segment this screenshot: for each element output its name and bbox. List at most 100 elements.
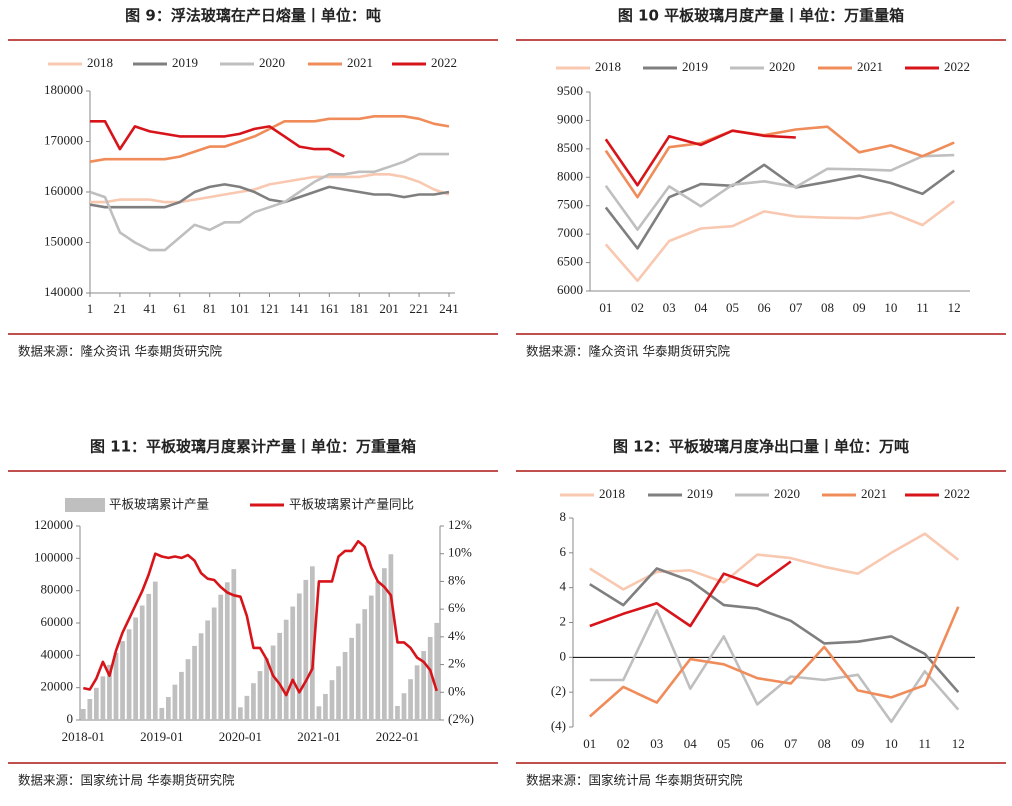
- x-tick-label: 141: [290, 301, 310, 316]
- bar: [421, 651, 426, 720]
- bar: [368, 595, 374, 720]
- bar: [329, 680, 335, 720]
- chart-title: 图 9：浮法玻璃在产日熔量丨单位：吨: [125, 7, 381, 25]
- y-tick-label: 7500: [557, 197, 583, 212]
- bar: [414, 665, 420, 720]
- x-tick-label: 2018-01: [62, 729, 105, 744]
- x-tick-label: 09: [851, 736, 864, 751]
- bar: [224, 582, 230, 720]
- x-tick-label: 08: [821, 300, 834, 315]
- x-tick-label: 01: [583, 736, 596, 751]
- x-tick-label: 11: [916, 300, 929, 315]
- y-tick-label: 9500: [557, 83, 583, 98]
- x-tick-label: 12: [952, 736, 965, 751]
- x-tick-label: 101: [230, 301, 250, 316]
- source-note: 数据来源：国家统计局 华泰期货研究院: [18, 773, 235, 788]
- y-tick-label: 9000: [557, 111, 583, 126]
- source-note: 数据来源：国家统计局 华泰期货研究院: [526, 773, 743, 788]
- x-tick-label: 10: [884, 300, 897, 315]
- bar: [192, 645, 197, 720]
- series-line: [588, 606, 960, 718]
- series-line: [589, 609, 960, 724]
- x-tick-label: 181: [350, 301, 370, 316]
- bar: [283, 619, 289, 720]
- source-note: 数据来源：隆众资讯 华泰期货研究院: [526, 344, 730, 359]
- y-tick-label: 8000: [557, 168, 583, 183]
- x-tick-label: 121: [260, 301, 280, 316]
- x-tick-label: 04: [694, 300, 708, 315]
- x-tick-label: 02: [631, 300, 644, 315]
- legend-label: 平板玻璃累计产量: [109, 497, 209, 512]
- bar: [139, 605, 145, 720]
- x-tick-label: 2019-01: [140, 729, 183, 744]
- y-tick-label: 2: [560, 613, 567, 628]
- x-tick-label: 221: [409, 301, 429, 316]
- bar: [388, 554, 394, 720]
- bar: [395, 705, 400, 720]
- legend-label: 平板玻璃累计产量同比: [289, 497, 414, 512]
- y-tick-label: 120000: [34, 517, 73, 532]
- series-line: [83, 539, 438, 697]
- series-line: [90, 173, 450, 204]
- x-tick-label: 11: [918, 736, 931, 751]
- x-tick-label: 08: [818, 736, 831, 751]
- legend-label: 2022: [944, 486, 970, 501]
- bar: [159, 707, 165, 720]
- series-line: [604, 163, 955, 250]
- x-tick-label: 06: [758, 300, 772, 315]
- x-tick-label: 07: [784, 736, 798, 751]
- x-tick-label: 12: [948, 300, 961, 315]
- y-tick-label: 150000: [44, 233, 83, 248]
- bar: [375, 581, 381, 720]
- series-line: [89, 183, 450, 209]
- y-tick-label: 7000: [557, 225, 583, 240]
- bar: [270, 645, 276, 720]
- series-line: [589, 567, 960, 694]
- y-tick-label: 160000: [44, 183, 83, 198]
- bar: [133, 617, 138, 720]
- bar: [205, 620, 210, 720]
- bar: [362, 609, 368, 720]
- series-line: [90, 120, 345, 158]
- x-tick-label: 01: [599, 300, 612, 315]
- bar: [238, 707, 243, 720]
- bar: [107, 664, 112, 720]
- x-tick-label: 61: [173, 301, 186, 316]
- chart-title: 图 11：平板玻璃月度累计产量丨单位：万重量箱: [90, 438, 416, 456]
- bar: [401, 693, 407, 720]
- bar: [244, 695, 250, 720]
- legend-label: 2021: [347, 55, 373, 70]
- y2-tick-label: 4%: [448, 628, 466, 643]
- chart-title: 图 12：平板玻璃月度净出口量丨单位：万吨: [613, 438, 909, 456]
- y2-tick-label: 10%: [448, 545, 472, 560]
- chart-title: 图 10 平板玻璃月度产量丨单位：万重量箱: [618, 7, 904, 25]
- legend-label: 2020: [769, 59, 795, 74]
- x-tick-label: 07: [789, 300, 803, 315]
- bar: [172, 684, 178, 720]
- y-tick-label: (2): [551, 683, 566, 698]
- legend-swatch: [65, 498, 105, 512]
- y2-tick-label: 2%: [448, 656, 466, 671]
- y-tick-label: 140000: [44, 284, 83, 299]
- bar: [408, 679, 413, 720]
- y-tick-label: 0: [560, 648, 567, 663]
- x-tick-label: 21: [113, 301, 126, 316]
- legend-label: 2022: [944, 59, 970, 74]
- y-tick-label: 6: [560, 544, 567, 559]
- x-tick-label: 03: [650, 736, 663, 751]
- series-line: [604, 129, 796, 187]
- bar: [382, 568, 387, 720]
- x-tick-label: 10: [885, 736, 898, 751]
- y-tick-label: 170000: [44, 132, 83, 147]
- bar: [100, 676, 106, 720]
- y2-tick-label: (2%): [448, 711, 474, 726]
- bar: [349, 637, 354, 720]
- x-tick-label: 04: [684, 736, 698, 751]
- bar: [146, 593, 152, 720]
- x-tick-label: 03: [663, 300, 676, 315]
- bar: [310, 566, 315, 720]
- source-note: 数据来源：隆众资讯 华泰期货研究院: [18, 344, 222, 359]
- bar: [290, 606, 296, 720]
- x-tick-label: 1: [87, 301, 94, 316]
